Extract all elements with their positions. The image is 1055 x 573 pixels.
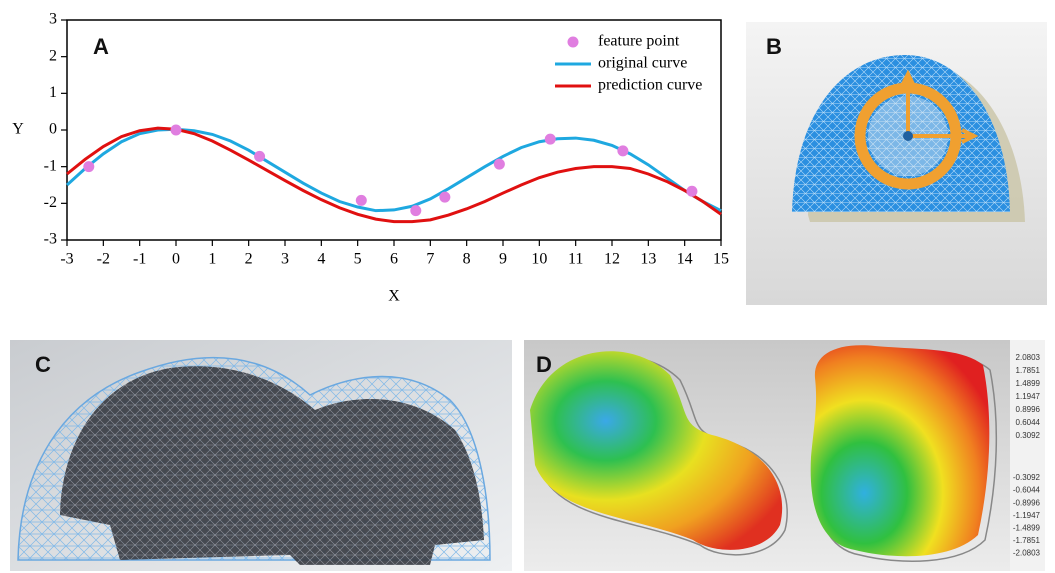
y-tick-label: 0 [49, 121, 57, 138]
scale-label: 2.0803 [1016, 353, 1041, 362]
figure: B C D 2.0803 1.7851 1.4899 1.1947 0.8996 0.60… [0, 0, 1055, 573]
scale-label: 0.3092 [1016, 431, 1041, 440]
feature-point [171, 125, 182, 136]
x-tick-label: 2 [245, 251, 253, 268]
line-series [67, 128, 721, 222]
y-tick-label: 3 [49, 11, 57, 28]
x-tick-label: 5 [354, 251, 362, 268]
line-series [67, 129, 721, 210]
scale-label: -1.7851 [1013, 536, 1041, 545]
panel-label: C [35, 352, 51, 377]
legend-label: feature point [598, 33, 680, 50]
legend-label: original curve [598, 55, 687, 72]
x-tick-label: 14 [677, 251, 693, 268]
scale-label: -1.4899 [1013, 524, 1041, 533]
x-tick-label: 4 [317, 251, 325, 268]
heatmap-surface [811, 345, 990, 556]
scale-label: -0.6044 [1013, 486, 1041, 495]
legend-label: prediction curve [598, 77, 702, 94]
feature-point [494, 159, 505, 170]
x-tick-label: 7 [426, 251, 434, 268]
x-tick-label: -3 [60, 251, 73, 268]
scale-label: 1.7851 [1016, 366, 1041, 375]
scale-label: 1.4899 [1016, 379, 1041, 388]
feature-point [439, 192, 450, 203]
panel-d: D 2.0803 1.7851 1.4899 1.1947 0.8996 0.6044 0.… [524, 340, 1045, 571]
y-axis-label: Y [12, 121, 24, 138]
pivot [903, 131, 913, 141]
scale-label: -0.8996 [1013, 498, 1041, 507]
feature-point [410, 205, 421, 216]
x-tick-label: 0 [172, 251, 180, 268]
x-axis-label: X [388, 288, 400, 305]
feature-point [356, 195, 367, 206]
x-tick-label: -1 [133, 251, 146, 268]
panel-label: A [93, 34, 109, 59]
scale-label: 1.1947 [1016, 392, 1041, 401]
panel-label: B [766, 34, 782, 59]
y-tick-label: 2 [49, 47, 57, 64]
scale-label: -2.0803 [1013, 549, 1041, 558]
scale-label: 0.6044 [1016, 418, 1041, 427]
feature-point [686, 186, 697, 197]
panel-b: B [746, 22, 1047, 305]
y-tick-label: -3 [44, 231, 57, 248]
y-tick-label: -1 [44, 157, 57, 174]
feature-point [254, 151, 265, 162]
x-tick-label: 9 [499, 251, 507, 268]
x-tick-label: 15 [713, 251, 729, 268]
x-tick-label: 11 [568, 251, 583, 268]
feature-point [83, 161, 94, 172]
page: {"chart_data": {"type": "line", "panel_l… [0, 0, 1055, 573]
x-tick-label: 12 [604, 251, 620, 268]
x-tick-label: 8 [463, 251, 471, 268]
scale-label: -0.3092 [1013, 473, 1041, 482]
panel-c: C [10, 340, 512, 571]
x-tick-label: 3 [281, 251, 289, 268]
panel-label: D [536, 352, 552, 377]
y-tick-label: -2 [44, 194, 57, 211]
scale-label: 0.8996 [1016, 405, 1041, 414]
x-tick-label: 13 [640, 251, 656, 268]
scale-label: -1.1947 [1013, 511, 1041, 520]
x-tick-label: -2 [97, 251, 110, 268]
feature-point [617, 145, 628, 156]
x-tick-label: 6 [390, 251, 398, 268]
x-tick-label: 1 [208, 251, 216, 268]
legend-marker [568, 37, 579, 48]
x-tick-label: 10 [531, 251, 547, 268]
feature-point [545, 134, 556, 145]
y-tick-label: 1 [49, 84, 57, 101]
